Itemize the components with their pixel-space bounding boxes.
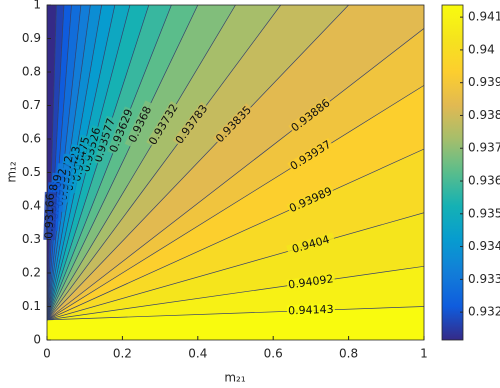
colorbar-tick-label: 0.936	[468, 174, 500, 188]
y-tick-label: 0.7	[22, 98, 41, 112]
y-tick-label: 0.2	[22, 266, 41, 280]
contour-labels: 0.941430.940920.94040.939890.939370.9388…	[42, 96, 336, 318]
colorbar-tick-label: 0.937	[468, 141, 500, 155]
contour-line	[47, 5, 57, 320]
contour-line	[47, 306, 424, 321]
colorbar-tick-label: 0.932	[468, 305, 500, 319]
contour-band	[47, 5, 424, 320]
colorbar-tick-label: 0.939	[468, 75, 500, 89]
contour-line	[47, 85, 424, 321]
contour-line	[47, 28, 424, 321]
colorbar-tick-label: 0.94	[468, 42, 495, 56]
contour-label: 0.94092	[287, 272, 334, 291]
contour-line	[47, 5, 349, 321]
contour-label: 0.93166	[42, 193, 56, 239]
y-tick-label: 0.3	[22, 232, 41, 246]
y-tick-label: 0.8	[22, 65, 41, 79]
x-tick-label: 1	[420, 347, 428, 361]
contour-line	[47, 5, 199, 321]
contour-label: 0.94143	[288, 303, 334, 318]
y-axis-label: m₁₂	[5, 161, 19, 183]
colorbar-tick-label: 0.934	[468, 239, 500, 253]
contour-line	[47, 5, 65, 320]
y-tick-label: 0.1	[22, 299, 41, 313]
contour-line	[47, 148, 424, 321]
contour-line	[47, 5, 172, 321]
x-tick-label: 0.4	[188, 347, 207, 361]
contour-line	[47, 212, 424, 321]
y-tick-label: 0.6	[22, 132, 41, 146]
y-tick-label: 0	[33, 333, 41, 347]
y-tick-label: 0.4	[22, 199, 41, 213]
x-tick-label: 0	[43, 347, 51, 361]
contour-line	[47, 5, 282, 321]
colorbar-tick-label: 0.933	[468, 272, 500, 286]
colorbar-tick-label: 0.935	[468, 206, 500, 220]
y-tick-label: 0.9	[22, 31, 41, 45]
y-tick-label: 0.5	[22, 165, 41, 179]
colorbar	[441, 4, 464, 341]
contour-line	[47, 265, 424, 321]
contour-line	[47, 5, 72, 320]
x-tick-label: 0.6	[264, 347, 283, 361]
x-axis-label: m₂₁	[224, 371, 246, 385]
colorbar-tick-label: 0.938	[468, 108, 500, 122]
contour-line	[47, 5, 236, 321]
y-tick-label: 1	[33, 0, 41, 12]
axes: 0 0.2 0.4 0.6 0.8 1 0 0.1 0.2 0.3 0.4 0.5 0.6 0.7 0.8 0…	[22, 0, 500, 361]
colorbar-tick-label: 0.941	[468, 10, 500, 24]
x-tick-label: 0.2	[113, 347, 132, 361]
contour-fills	[47, 5, 424, 340]
x-tick-label: 0.8	[339, 347, 358, 361]
